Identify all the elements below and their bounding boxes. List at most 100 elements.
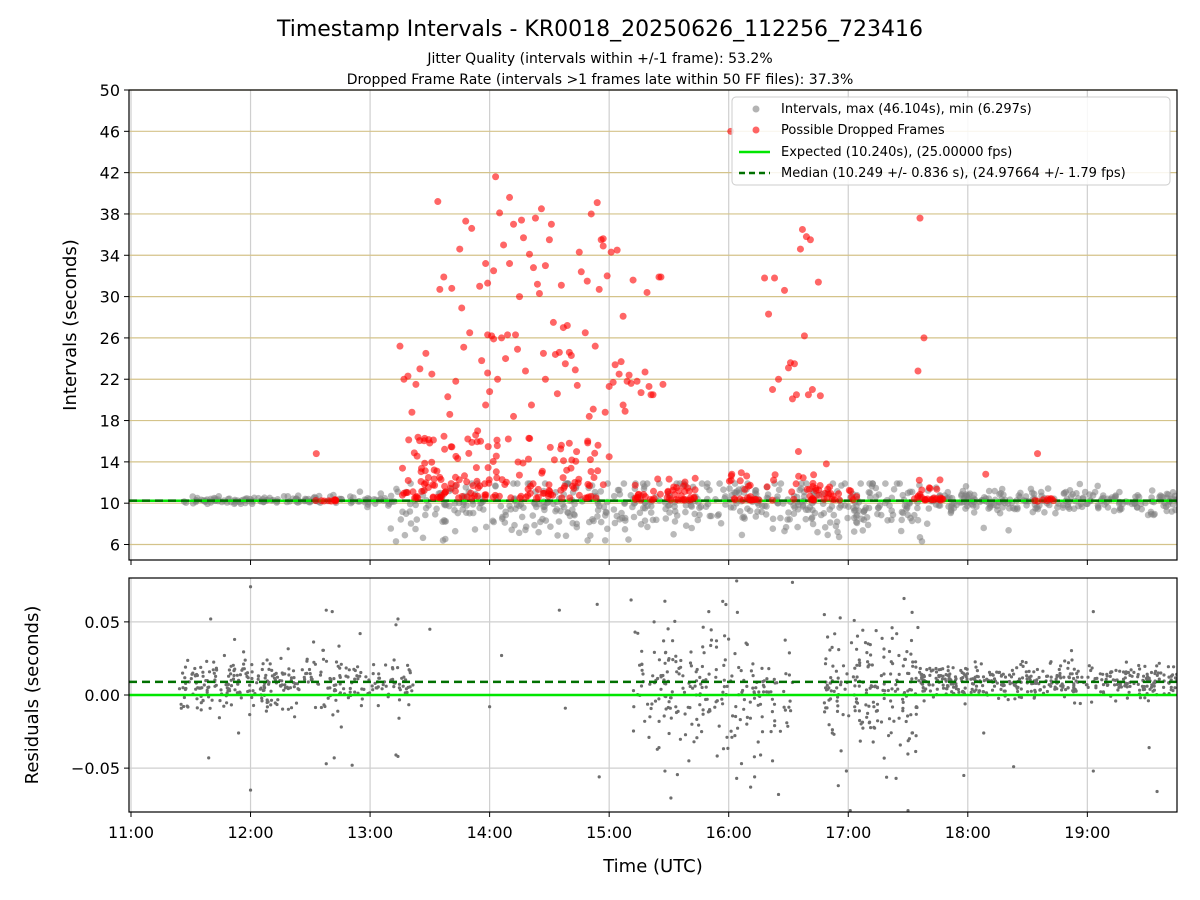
dropped-frame-point [806,236,814,244]
dropped-frame-point [589,405,597,413]
residual-point [197,686,201,690]
residual-point [1037,675,1041,680]
residual-point [640,668,644,672]
interval-point [433,505,440,513]
interval-point [597,488,605,495]
residual-point [669,696,673,700]
residual-point [319,705,323,710]
residual-point [865,651,869,655]
residual-point [359,704,363,708]
residual-point [982,679,986,683]
residual-point [248,788,253,792]
residual-point [709,628,713,632]
interval-point [903,502,911,510]
interval-point [820,510,828,517]
residual-point [1024,670,1028,674]
dropped-frame-point [645,382,653,390]
dropped-frame-point [1031,497,1039,505]
residual-point [860,720,865,724]
residual-point [1147,676,1151,680]
residual-point [959,676,963,681]
dropped-frame-point [472,464,480,472]
residual-point [289,706,294,710]
interval-point [557,507,564,515]
dropped-frame-point [467,489,475,497]
residual-point [704,685,708,689]
dropped-frame-point [460,343,468,351]
dropped-frame-point [617,358,625,366]
interval-point [529,512,537,519]
residual-point [1142,674,1146,678]
residual-point [238,690,242,694]
residual-point [657,697,661,701]
dropped-frame-point [619,312,627,320]
residual-point [992,684,997,688]
residual-point [901,664,905,668]
residual-point [927,682,931,687]
dropped-frame-point [482,260,490,268]
dropped-frame-point [790,495,798,503]
residual-point [326,686,330,690]
residual-point [287,667,291,671]
residual-point [1114,668,1118,673]
residual-point [914,734,918,738]
residual-point [248,713,252,717]
residual-point [931,668,935,672]
residual-point [909,638,914,643]
dropped-frame-point [422,479,430,487]
residual-point [364,675,368,679]
residual-point [854,697,859,701]
residual-point [227,674,231,678]
residual-point [909,713,913,717]
dropped-frame-point [603,272,611,280]
residual-point [1059,664,1063,668]
residual-point [717,724,721,728]
dropped-frame-point [518,216,526,224]
residual-point [1125,671,1129,675]
residual-point [1140,684,1145,688]
interval-point [845,503,852,511]
residual-point [211,668,215,672]
residual-point [629,598,633,602]
dropped-frame-point [411,494,419,502]
interval-point [687,502,695,509]
residual-point [689,650,693,654]
residual-point [783,708,788,712]
interval-point [555,518,563,525]
residual-point [280,683,284,687]
residual-point [963,702,967,706]
interval-point [835,533,843,541]
residual-point [344,666,348,670]
residual-point [1071,689,1075,693]
residual-point [760,666,764,671]
dropped-frame-point [430,466,438,474]
dropped-frame-point [538,467,546,475]
residual-point [1086,675,1090,679]
residual-point [715,754,719,758]
residual-point [934,666,938,671]
interval-point [1052,509,1059,517]
residual-point [752,696,757,700]
dropped-frame-point [1034,450,1042,458]
residual-point [246,689,250,694]
residual-point [872,725,876,730]
residual-point [326,696,330,700]
residual-point [1157,677,1161,681]
residual-point [870,663,874,667]
residual-point [867,721,871,725]
residual-point [1034,681,1038,686]
interval-point [1148,510,1155,518]
residual-point [557,608,561,612]
dropped-frame-point [529,480,537,488]
interval-point [834,528,841,536]
residual-point [371,688,375,692]
dropped-frame-point [519,234,527,242]
dropped-frame-point [546,443,554,451]
residual-point [323,704,327,709]
residual-point [653,699,658,703]
residual-point [845,672,849,676]
dropped-frame-point [599,481,607,489]
residual-point [869,653,873,657]
residual-point [666,627,670,631]
residual-point [1057,667,1061,672]
